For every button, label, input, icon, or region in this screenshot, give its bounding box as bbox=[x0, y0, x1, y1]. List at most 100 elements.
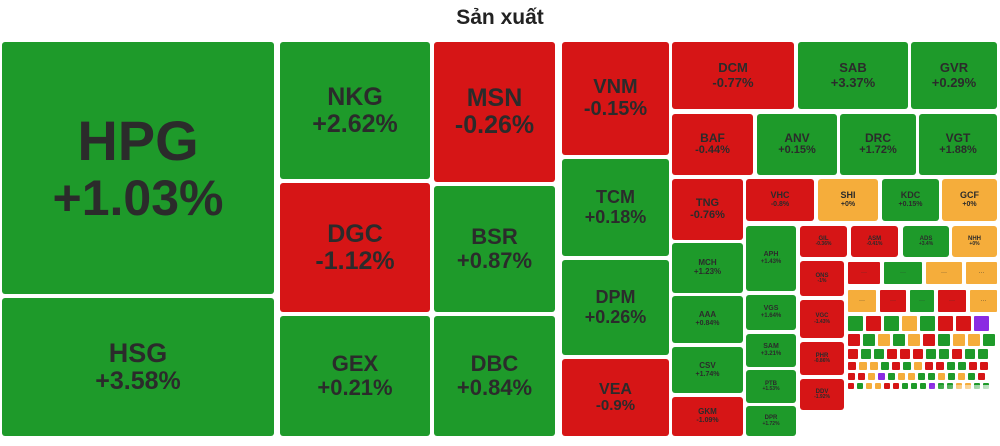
tile-change: +1.03% bbox=[52, 170, 224, 227]
tile-aaa[interactable]: AAA +0.84% bbox=[672, 296, 743, 343]
tile-dgc[interactable]: DGC -1.12% bbox=[280, 183, 430, 312]
tile-vgc[interactable]: VGC -1.43% bbox=[800, 300, 844, 338]
tile-ads[interactable]: ADS +3.4% bbox=[903, 226, 949, 257]
tile-change: -1.12% bbox=[315, 246, 395, 275]
tile-gex[interactable]: GEX +0.21% bbox=[280, 316, 430, 436]
tile-change: +1.23% bbox=[693, 267, 722, 276]
tile-mch[interactable]: MCH +1.23% bbox=[672, 243, 743, 293]
tile-change: -0.26% bbox=[454, 111, 535, 139]
tile-symbol: GEX bbox=[331, 351, 379, 377]
tile-vea[interactable]: VEA -0.9% bbox=[562, 359, 669, 436]
tile-dpm[interactable]: DPM +0.26% bbox=[562, 260, 669, 355]
tile-phr[interactable]: PHR -0.86% bbox=[800, 342, 844, 375]
tile-change: +1.88% bbox=[939, 144, 977, 157]
tile-kdc[interactable]: KDC +0.15% bbox=[882, 179, 939, 221]
tile-change: +2.62% bbox=[312, 109, 398, 138]
tile-change: +3.21% bbox=[760, 351, 782, 358]
tile-change: -1.92% bbox=[814, 394, 830, 401]
tile-symbol: ANV bbox=[784, 131, 810, 146]
tile-symbol: SHI bbox=[840, 190, 856, 201]
tile-change: -0.8% bbox=[770, 201, 790, 209]
tile-symbol: CSV bbox=[699, 360, 716, 370]
tile-symbol: VGC bbox=[815, 313, 829, 320]
tile-nhh[interactable]: NHH +0% bbox=[952, 226, 997, 257]
tile-symbol: VGT bbox=[945, 131, 971, 146]
tile-sam[interactable]: SAM +3.21% bbox=[746, 334, 796, 367]
tile-symbol: PHR bbox=[815, 352, 829, 359]
tile-symbol: DPR bbox=[764, 415, 778, 422]
tile-symbol: SAB bbox=[839, 60, 867, 76]
tile-aph[interactable]: APH +1.43% bbox=[746, 226, 796, 291]
tile-dbc[interactable]: DBC +0.84% bbox=[434, 316, 555, 436]
tile-symbol: NHH bbox=[968, 235, 981, 242]
tile-symbol: VHC bbox=[770, 190, 790, 201]
tile-hsg[interactable]: HSG +3.58% bbox=[2, 298, 274, 436]
tile-symbol: DDV bbox=[815, 388, 829, 395]
tile-csv[interactable]: CSV +1.74% bbox=[672, 347, 743, 393]
tile-symbol: PTB bbox=[765, 380, 777, 387]
tile-symbol: BAF bbox=[700, 131, 725, 146]
tile-vnm[interactable]: VNM -0.15% bbox=[562, 42, 669, 155]
tile-symbol: GIL bbox=[818, 235, 829, 242]
tile-symbol: MSN bbox=[466, 84, 523, 112]
tile-sab[interactable]: SAB +3.37% bbox=[798, 42, 908, 109]
tile-drc[interactable]: DRC +1.72% bbox=[840, 114, 916, 175]
tile-ddv[interactable]: DDV -1.92% bbox=[800, 379, 844, 410]
tile-vgs[interactable]: VGS +1.64% bbox=[746, 295, 796, 330]
tile-anv[interactable]: ANV +0.15% bbox=[757, 114, 837, 175]
tile-hpg[interactable]: HPG +1.03% bbox=[2, 42, 274, 294]
tile-symbol: ASM bbox=[867, 235, 882, 242]
tile-tng[interactable]: TNG -0.76% bbox=[672, 179, 743, 240]
tile-change: +0.18% bbox=[584, 206, 647, 227]
tile-change: +0% bbox=[962, 201, 977, 209]
tile-gvr[interactable]: GVR +0.29% bbox=[911, 42, 997, 109]
tile-change: -0.44% bbox=[695, 144, 730, 157]
tile-symbol: BSR bbox=[471, 224, 518, 250]
tile-baf[interactable]: BAF -0.44% bbox=[672, 114, 753, 175]
tile-gkm[interactable]: GKM -1.09% bbox=[672, 397, 743, 436]
tile-symbol: MCH bbox=[698, 258, 717, 268]
tile-change: +3.4% bbox=[918, 241, 934, 248]
tile-change: +0.26% bbox=[584, 306, 647, 327]
tile-symbol: HSG bbox=[108, 337, 168, 368]
tile-change: +1.74% bbox=[695, 370, 720, 378]
tile-vhc[interactable]: VHC -0.8% bbox=[746, 179, 814, 221]
tile-change: +0.84% bbox=[456, 375, 533, 400]
tile-symbol: DGC bbox=[327, 219, 383, 248]
tile-change: +0% bbox=[969, 241, 980, 248]
tile-gil[interactable]: GIL -0.36% bbox=[800, 226, 847, 257]
tile-vgt[interactable]: VGT +1.88% bbox=[919, 114, 997, 175]
tile-symbol: GCF bbox=[960, 190, 979, 201]
tile-symbol: AAA bbox=[698, 310, 717, 320]
tile-change: +1.43% bbox=[760, 259, 782, 266]
tile-ptb[interactable]: PTB +1.53% bbox=[746, 370, 796, 403]
tile-asm[interactable]: ASM -0.41% bbox=[851, 226, 898, 257]
tile-gcf[interactable]: GCF +0% bbox=[942, 179, 997, 221]
tile-symbol: GVR bbox=[939, 60, 969, 76]
tile-dpr[interactable]: DPR +1.72% bbox=[746, 406, 796, 436]
tile-change: -1.09% bbox=[696, 417, 719, 425]
tile-change: -0.86% bbox=[814, 358, 830, 365]
tile-tcm[interactable]: TCM +0.18% bbox=[562, 159, 669, 256]
tile-symbol: DCM bbox=[718, 60, 748, 76]
chart-title: Sản xuất bbox=[456, 6, 544, 29]
tile-change: +0.87% bbox=[456, 248, 533, 273]
tile-symbol: DBC bbox=[470, 351, 519, 377]
tile-change: +0.29% bbox=[931, 74, 977, 90]
tile-symbol: VNM bbox=[593, 75, 638, 98]
tile-symbol: SAM bbox=[763, 343, 779, 351]
tile-symbol: KDC bbox=[900, 190, 921, 201]
tile-nkg[interactable]: NKG +2.62% bbox=[280, 42, 430, 179]
tile-symbol: VGS bbox=[763, 305, 779, 313]
tile-symbol: ADS bbox=[919, 235, 933, 242]
tile-dcm[interactable]: DCM -0.77% bbox=[672, 42, 794, 109]
tile-symbol: NKG bbox=[327, 82, 383, 111]
tile-bsr[interactable]: BSR +0.87% bbox=[434, 186, 555, 312]
tile-ons[interactable]: ONS -1% bbox=[800, 261, 844, 296]
tile-symbol: GKM bbox=[698, 407, 717, 417]
tile-shi[interactable]: SHI +0% bbox=[818, 179, 878, 221]
tile-symbol: HPG bbox=[77, 108, 199, 172]
tile-change: -0.15% bbox=[583, 97, 648, 120]
tile-msn[interactable]: MSN -0.26% bbox=[434, 42, 555, 182]
